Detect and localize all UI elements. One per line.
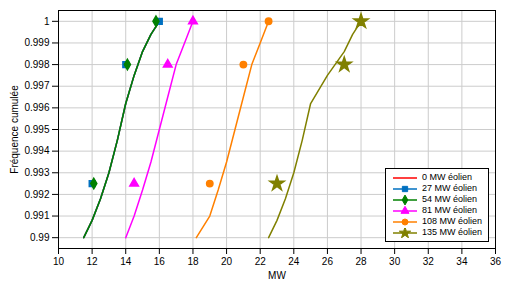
svg-text:10: 10 — [53, 256, 65, 267]
svg-text:16: 16 — [154, 256, 166, 267]
svg-text:0.994: 0.994 — [24, 145, 49, 156]
svg-text:0.998: 0.998 — [24, 59, 49, 70]
html-text:81 MW éolien: 81 MW éolien — [422, 205, 477, 215]
svg-text:34: 34 — [456, 256, 468, 267]
svg-text:22: 22 — [255, 256, 267, 267]
svg-text:14: 14 — [120, 256, 132, 267]
svg-text:26: 26 — [322, 256, 334, 267]
svg-text:0.995: 0.995 — [24, 124, 49, 135]
svg-text:20: 20 — [221, 256, 233, 267]
svg-text:Fréquence cumulée: Fréquence cumulée — [9, 85, 20, 174]
svg-text:0.992: 0.992 — [24, 189, 49, 200]
svg-text:0.993: 0.993 — [24, 167, 49, 178]
svg-text:28: 28 — [355, 256, 367, 267]
svg-text:18: 18 — [187, 256, 199, 267]
svg-text:0.996: 0.996 — [24, 102, 49, 113]
svg-text:24: 24 — [288, 256, 300, 267]
svg-text:MW: MW — [268, 270, 286, 281]
html-text:0 MW éolien: 0 MW éolien — [422, 172, 472, 182]
svg-text:32: 32 — [423, 256, 435, 267]
html-text:27 MW éolien: 27 MW éolien — [422, 183, 477, 193]
svg-text:1: 1 — [44, 16, 50, 27]
svg-text:12: 12 — [87, 256, 99, 267]
html-text:135 MW éolien: 135 MW éolien — [422, 227, 482, 237]
svg-text:0.997: 0.997 — [24, 80, 49, 91]
svg-text:36: 36 — [490, 256, 502, 267]
svg-text:30: 30 — [389, 256, 401, 267]
html-text:54 MW éolien: 54 MW éolien — [422, 194, 477, 204]
svg-text:0.99: 0.99 — [30, 232, 50, 243]
svg-text:0.999: 0.999 — [24, 37, 49, 48]
html-text:108 MW éolien: 108 MW éolien — [422, 216, 482, 226]
svg-text:0.991: 0.991 — [24, 210, 49, 221]
